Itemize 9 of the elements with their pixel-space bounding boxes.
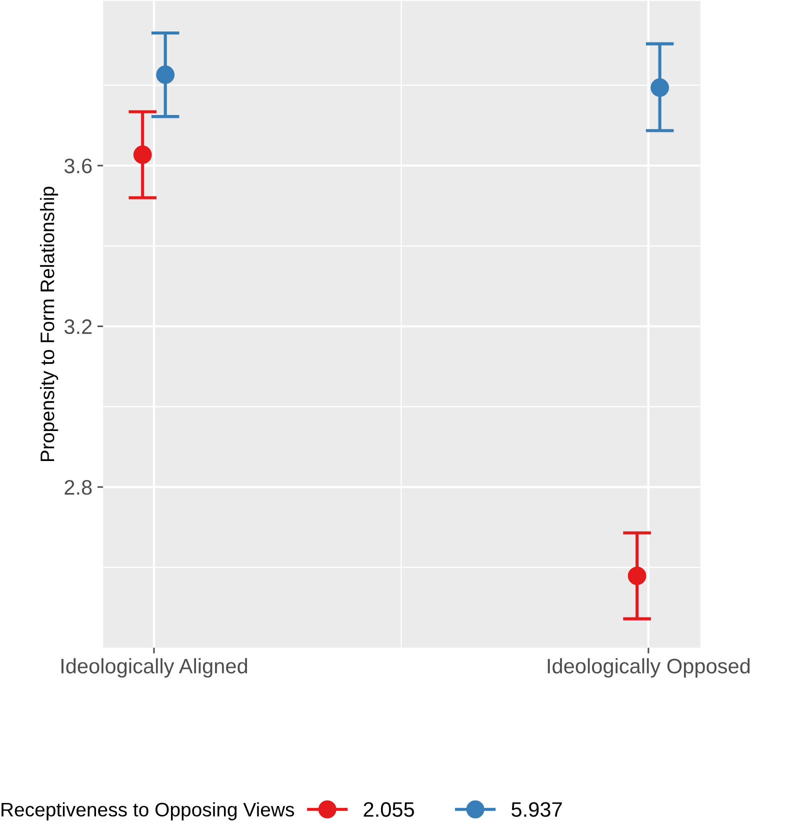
y-tick-label: 3.2 [64,319,92,334]
x-tick-label: Ideologically Aligned [62,658,248,678]
legend-label: 2.055 [364,802,414,817]
y-axis-title: Propensity to Form Relationship [40,186,58,462]
legend-title: Receptiveness to Opposing Views [2,802,294,820]
x-tick-label: Ideologically Opposed [548,658,750,678]
y-tick-label: 3.6 [64,158,92,174]
legend-label: 5.937 [512,802,562,817]
y-tick-label: 2.8 [64,480,92,495]
